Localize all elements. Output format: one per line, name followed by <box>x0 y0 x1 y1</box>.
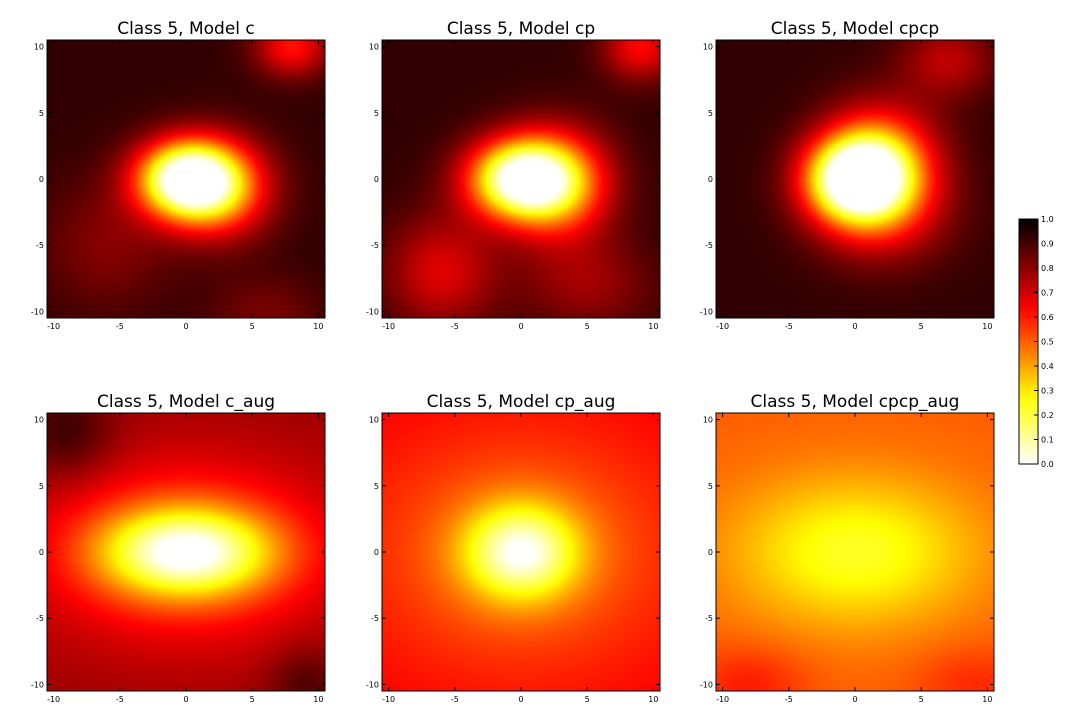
heatmap-image <box>716 40 994 318</box>
y-tick-label: 5 <box>39 109 44 118</box>
x-tick-label: -10 <box>47 695 60 704</box>
x-tick-label: 10 <box>648 695 658 704</box>
x-tick-label: 5 <box>250 322 255 331</box>
panel-title: Class 5, Model cp <box>447 19 595 39</box>
y-tick-label: 5 <box>708 109 713 118</box>
heatmap-panels: Class 5, Model c-10 -5 0 5 101050-5-10Class … <box>31 19 995 704</box>
x-tick-label: 10 <box>982 695 992 704</box>
x-tick-label: -5 <box>451 322 459 331</box>
y-tick-label: 10 <box>703 416 713 425</box>
y-tick-label: 0 <box>39 548 44 557</box>
y-tick-label: -10 <box>700 307 713 316</box>
heatmap-panel: Class 5, Model cpcp -10 -5 0 5 10 10 5 0 -5 -10 <box>700 19 995 331</box>
heatmap-panel: Class 5, Model c -10 -5 0 5 10 10 5 0 -5 -10 <box>31 19 326 331</box>
y-tick-label: -5 <box>36 241 44 250</box>
y-tick-label: -5 <box>705 241 713 250</box>
heatmap-image <box>382 413 660 691</box>
y-tick-label: 0 <box>708 175 713 184</box>
x-tick-label: 0 <box>518 322 523 331</box>
y-tick-label: 0 <box>708 548 713 557</box>
colorbar-tick-label: 0.2 <box>1041 411 1054 420</box>
x-tick-label: -10 <box>716 695 729 704</box>
colorbar-tick-label: 0.4 <box>1041 362 1054 371</box>
colorbar: 1.0 0.9 0.8 0.7 0.6 0.5 0.4 0.3 0.2 0.1 0.0 <box>1018 215 1054 469</box>
y-tick-label: 5 <box>374 482 379 491</box>
x-tick-label: 0 <box>852 695 857 704</box>
colorbar-tick-label: 0.3 <box>1041 387 1054 396</box>
x-tick-label: 5 <box>585 695 590 704</box>
y-tick-label: 5 <box>374 109 379 118</box>
heatmap-panel: Class 5, Model cpcp_aug -10 -5 0 5 10 10 5 0 -5 -1… <box>700 392 995 704</box>
y-tick-label: 10 <box>703 43 713 52</box>
x-tick-label: 10 <box>313 695 323 704</box>
x-tick-label: -10 <box>382 322 395 331</box>
heatmap-panel: Class 5, Model cp -10 -5 0 5 10 10 5 0 -5 -10 <box>366 19 661 331</box>
y-tick-label: -10 <box>700 680 713 689</box>
y-tick-label: -5 <box>371 241 379 250</box>
panel-title: Class 5, Model cpcp_aug <box>751 392 960 412</box>
colorbar-tick-label: 0.1 <box>1041 436 1054 445</box>
panel-title: Class 5, Model c_aug <box>97 392 275 412</box>
x-tick-label: 5 <box>919 322 924 331</box>
x-tick-label: 5 <box>250 695 255 704</box>
y-tick-label: 10 <box>369 416 379 425</box>
colorbar-tick-label: 0.8 <box>1041 264 1054 273</box>
x-tick-label: -5 <box>116 695 124 704</box>
y-tick-label: 5 <box>708 482 713 491</box>
x-tick-label: 10 <box>648 322 658 331</box>
x-tick-label: 5 <box>919 695 924 704</box>
y-tick-label: 0 <box>374 548 379 557</box>
heatmap-image <box>47 413 325 691</box>
x-tick-label: -5 <box>451 695 459 704</box>
colorbar-tick-label: 1.0 <box>1041 215 1054 224</box>
y-tick-label: 10 <box>369 43 379 52</box>
y-tick-label: 0 <box>374 175 379 184</box>
x-tick-label: -10 <box>382 695 395 704</box>
y-tick-label: -10 <box>366 307 379 316</box>
y-tick-label: 10 <box>34 43 44 52</box>
y-tick-label: -10 <box>366 680 379 689</box>
y-tick-label: -5 <box>371 614 379 623</box>
x-tick-label: -10 <box>716 322 729 331</box>
x-tick-label: 0 <box>183 695 188 704</box>
y-tick-label: 10 <box>34 416 44 425</box>
panel-title: Class 5, Model cpcp <box>771 19 939 39</box>
heatmap-image <box>716 413 994 691</box>
x-tick-label: 0 <box>183 322 188 331</box>
y-tick-label: -10 <box>31 307 44 316</box>
heatmap-panel: Class 5, Model cp_aug -10 -5 0 5 10 10 5 0 -5 -10 <box>366 392 661 704</box>
x-tick-label: 10 <box>313 322 323 331</box>
panel-title: Class 5, Model c <box>117 19 255 39</box>
x-tick-label: -5 <box>116 322 124 331</box>
x-tick-label: 0 <box>852 322 857 331</box>
x-tick-label: -5 <box>785 322 793 331</box>
y-tick-label: 0 <box>39 175 44 184</box>
y-tick-label: 5 <box>39 482 44 491</box>
x-tick-label: 5 <box>585 322 590 331</box>
heatmap-panel: Class 5, Model c_aug -10 -5 0 5 10 10 5 0 -5 -10 <box>31 392 326 704</box>
x-tick-label: -5 <box>785 695 793 704</box>
colorbar-tick-label: 0.0 <box>1041 460 1054 469</box>
x-tick-label: 0 <box>518 695 523 704</box>
panel-title: Class 5, Model cp_aug <box>427 392 616 412</box>
colorbar-tick-label: 0.6 <box>1041 313 1054 322</box>
x-tick-label: -10 <box>47 322 60 331</box>
colorbar-tick-label: 0.5 <box>1041 338 1054 347</box>
colorbar-tick-label: 0.7 <box>1041 289 1054 298</box>
y-tick-label: -5 <box>36 614 44 623</box>
y-tick-label: -10 <box>31 680 44 689</box>
x-tick-label: 10 <box>982 322 992 331</box>
heatmap-image <box>382 40 660 318</box>
heatmap-image <box>47 40 325 318</box>
colorbar-tick-label: 0.9 <box>1041 240 1054 249</box>
y-tick-label: -5 <box>705 614 713 623</box>
